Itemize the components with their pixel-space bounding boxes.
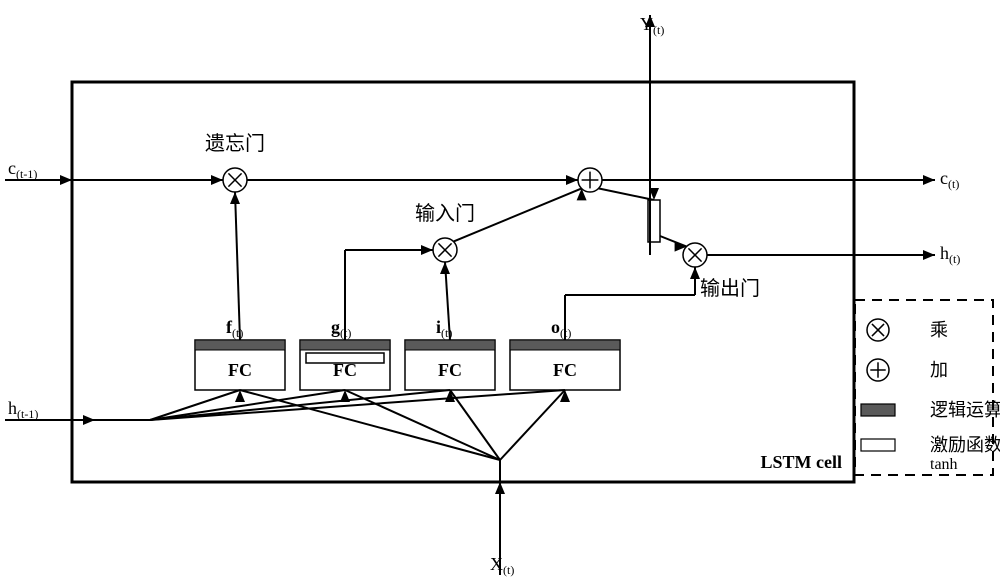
fc-out-label-o: o(t): [551, 317, 571, 340]
legend-icon-light: [861, 439, 895, 451]
c-out-label: c(t): [940, 168, 959, 191]
y-out-label: Y(t): [640, 14, 664, 37]
label-input-gate: 输入门: [415, 202, 475, 225]
arrowhead: [421, 245, 433, 255]
label-forget-gate: 遗忘门: [205, 132, 265, 155]
connector: [235, 192, 240, 340]
x-in-label: X(t): [490, 554, 514, 577]
arrowhead: [495, 482, 505, 494]
fc-band-f: [195, 340, 285, 350]
arrowhead: [690, 267, 700, 279]
legend-icon-dark: [861, 404, 895, 416]
label-output-gate: 输出门: [700, 277, 760, 300]
fc-text-i: FC: [438, 360, 462, 380]
c-in-label: c(t-1): [8, 158, 37, 181]
legend-sub-light: tanh: [930, 456, 958, 473]
h-in-label: h(t-1): [8, 398, 38, 421]
fc-text-o: FC: [553, 360, 577, 380]
arrowhead: [60, 175, 72, 185]
connector: [598, 188, 654, 200]
connector: [500, 390, 565, 460]
legend-label-light: 激励函数: [930, 435, 1000, 455]
arrowhead: [211, 175, 223, 185]
legend-label-plus: 加: [930, 360, 948, 380]
arrowhead: [560, 390, 570, 402]
lstm-diagram: LSTM cell c(t-1) h(t-1) X(t) Y(t) c(t) h(t) 遗忘门…: [0, 0, 1000, 583]
arrowhead: [230, 192, 240, 204]
connector: [150, 390, 565, 420]
lstm-cell-label: LSTM cell: [761, 452, 843, 472]
h-out-label: h(t): [940, 243, 960, 266]
fc-text-f: FC: [228, 360, 252, 380]
fc-band-i: [405, 340, 495, 350]
fc-band-g: [300, 340, 390, 350]
fc-out-label-g: g(t): [331, 317, 351, 340]
connector: [150, 390, 345, 420]
fc-text-g: FC: [333, 360, 357, 380]
arrowhead: [923, 175, 935, 185]
arrowhead: [440, 262, 450, 274]
legend-label-dark: 逻辑运算: [930, 400, 1000, 420]
fc-band-o: [510, 340, 620, 350]
arrowhead: [566, 175, 578, 185]
arrowhead: [923, 250, 935, 260]
legend-label-mult: 乘: [930, 320, 948, 340]
